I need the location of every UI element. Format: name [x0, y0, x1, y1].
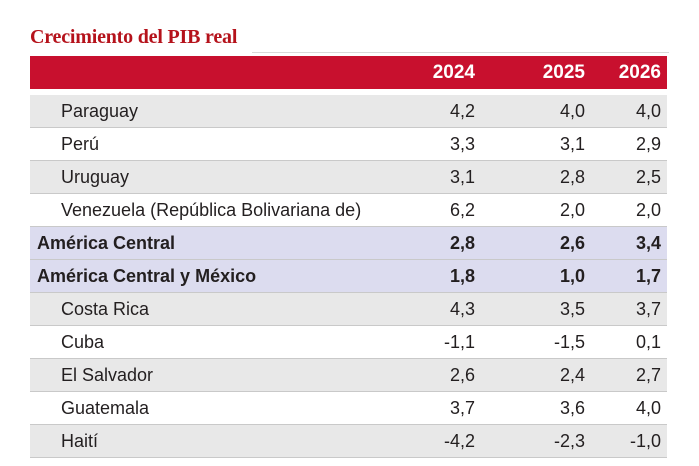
value-2025: 2,0 [559, 200, 585, 220]
table-row: Paraguay 4,2 4,0 4,0 [30, 95, 667, 128]
value-2025: -1,5 [553, 332, 585, 352]
column-header-2025: 2025 [542, 62, 585, 83]
table-row-group: América Central 2,8 2,6 3,4 [30, 227, 667, 260]
value-2024: 3,3 [449, 134, 475, 154]
value-2025: 1,0 [559, 266, 585, 286]
title-divider [252, 52, 669, 53]
row-label: Cuba [61, 332, 105, 352]
value-2026: 4,0 [635, 398, 661, 418]
value-2025: 3,1 [559, 134, 585, 154]
row-label: Perú [61, 134, 100, 154]
row-label: El Salvador [61, 365, 154, 385]
column-header-2024: 2024 [432, 62, 475, 83]
value-2026: 2,7 [635, 365, 661, 385]
value-2024: -1,1 [443, 332, 475, 352]
table-row: Guatemala 3,7 3,6 4,0 [30, 392, 667, 425]
row-label: Paraguay [61, 101, 139, 121]
value-2025: 2,4 [559, 365, 585, 385]
value-2024: -4,2 [443, 431, 475, 451]
value-2025: 4,0 [559, 101, 585, 121]
value-2025: 2,8 [559, 167, 585, 187]
row-label: Costa Rica [61, 299, 150, 319]
table-row: Uruguay 3,1 2,8 2,5 [30, 161, 667, 194]
value-2024: 3,1 [449, 167, 475, 187]
table-title: Crecimiento del PIB real [30, 26, 238, 48]
row-label: Haití [61, 431, 99, 451]
value-2025: 3,6 [559, 398, 585, 418]
row-label: Guatemala [61, 398, 150, 418]
row-label: Uruguay [61, 167, 130, 187]
table-row: Costa Rica 4,3 3,5 3,7 [30, 293, 667, 326]
value-2025: -2,3 [553, 431, 585, 451]
value-2026: 2,9 [635, 134, 661, 154]
value-2024: 2,8 [449, 233, 475, 253]
value-2024: 1,8 [449, 266, 475, 286]
value-2026: 3,4 [635, 233, 661, 253]
table-row: El Salvador 2,6 2,4 2,7 [30, 359, 667, 392]
table-row: Perú 3,3 3,1 2,9 [30, 128, 667, 161]
table-row-group: América Central y México 1,8 1,0 1,7 [30, 260, 667, 293]
value-2024: 4,2 [449, 101, 475, 121]
value-2025: 2,6 [559, 233, 585, 253]
value-2024: 3,7 [449, 398, 475, 418]
column-header-2026: 2026 [618, 62, 661, 83]
value-2026: 2,0 [635, 200, 661, 220]
value-2026: 2,5 [635, 167, 661, 187]
table-row: Venezuela (República Bolivariana de) 6,2… [30, 194, 667, 227]
row-label: América Central [37, 233, 176, 253]
value-2025: 3,5 [559, 299, 585, 319]
value-2026: -1,0 [629, 431, 661, 451]
table-row: Cuba -1,1 -1,5 0,1 [30, 326, 667, 359]
table-header: 2024 2025 2026 [30, 56, 667, 89]
value-2026: 1,7 [635, 266, 661, 286]
value-2026: 0,1 [635, 332, 661, 352]
value-2026: 4,0 [635, 101, 661, 121]
gdp-growth-table: 2024 2025 2026 Paraguay 4,2 4,0 4,0 Perú… [30, 56, 667, 458]
value-2024: 4,3 [449, 299, 475, 319]
value-2024: 6,2 [449, 200, 475, 220]
value-2026: 3,7 [635, 299, 661, 319]
row-label: América Central y México [37, 266, 257, 286]
table-row: Haití -4,2 -2,3 -1,0 [30, 425, 667, 458]
row-label: Venezuela (República Bolivariana de) [61, 200, 362, 220]
value-2024: 2,6 [449, 365, 475, 385]
